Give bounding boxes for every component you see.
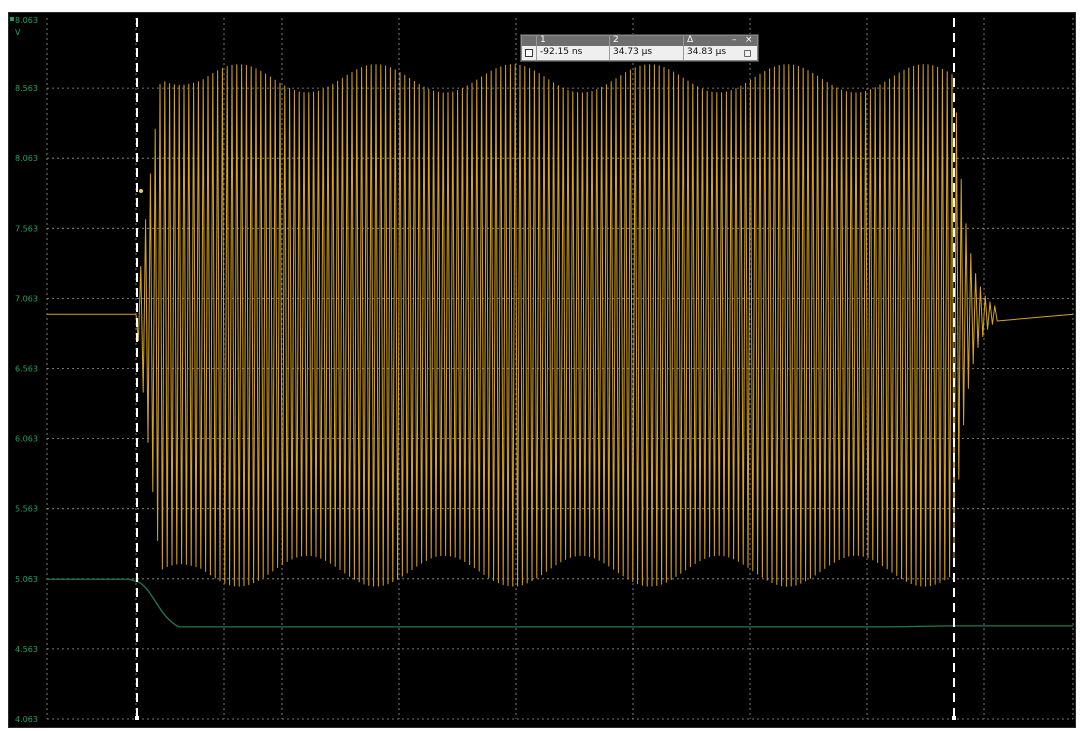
- y-tick-label: 4.563: [15, 645, 38, 654]
- cursor-square-icon: [525, 49, 533, 57]
- close-icon[interactable]: ×: [745, 35, 753, 45]
- minimize-icon[interactable]: –: [732, 35, 737, 45]
- y-tick-label: 8.563: [15, 84, 38, 93]
- y-tick-label: 6.063: [15, 435, 38, 444]
- scope-window: 8.063 8.563 8.063 7.563 7.063 6.563 6.063 5.563…: [8, 12, 1076, 728]
- y-unit-label: V: [15, 28, 21, 37]
- cursor-readout-table[interactable]: 1 2 Δ – × -92.15 ns 34.73 µs 34.83 µs: [521, 35, 758, 61]
- yellow-trace: [47, 64, 1074, 587]
- cursor-delta-value: 34.83 µs: [687, 47, 727, 57]
- y-tick-label: 8.063: [15, 154, 38, 163]
- column-divider: [683, 36, 684, 60]
- y-tick-label: 8.063: [15, 16, 38, 25]
- y-tick-label: 4.063: [15, 715, 38, 724]
- column-divider: [536, 36, 537, 60]
- y-tick-label: 6.563: [15, 365, 38, 374]
- scope-plot[interactable]: 8.063 8.563 8.063 7.563 7.063 6.563 6.063 5.563…: [9, 13, 1075, 727]
- cursor-handle-2: [952, 716, 956, 720]
- cursor-1-header: 1: [540, 35, 546, 45]
- cursor-table-row: -92.15 ns 34.73 µs 34.83 µs: [522, 47, 757, 59]
- trigger-point-marker: [139, 189, 143, 193]
- cursor-handle-1: [135, 716, 139, 720]
- cursor-1-value: -92.15 ns: [540, 47, 583, 57]
- green-trace: [47, 578, 1073, 628]
- y-tick-label: 7.563: [15, 224, 38, 233]
- cursor-2-header: 2: [613, 35, 619, 45]
- cursor-2-value: 34.73 µs: [613, 47, 653, 57]
- lock-icon[interactable]: [744, 50, 751, 57]
- y-tick-label: 5.063: [15, 575, 38, 584]
- cursor-delta-header: Δ: [687, 35, 694, 45]
- y-tick-label: 7.063: [15, 294, 38, 303]
- cursor-table-header: 1 2 Δ – ×: [522, 35, 757, 46]
- column-divider: [609, 36, 610, 60]
- y-tick-label: 5.563: [15, 505, 38, 514]
- channel-marker-icon: [10, 17, 14, 21]
